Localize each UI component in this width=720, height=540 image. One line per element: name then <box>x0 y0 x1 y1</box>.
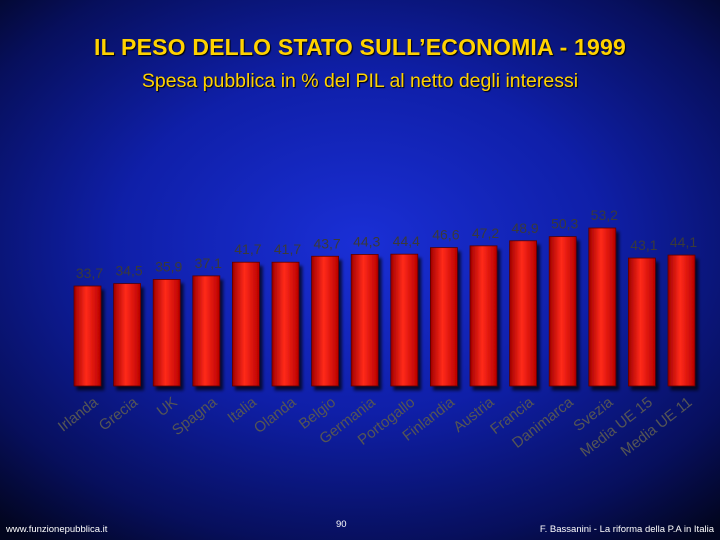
bar-finlandia <box>429 247 458 387</box>
bar-irlanda <box>73 285 102 387</box>
category-label: Olanda <box>251 393 300 437</box>
value-label: 37,1 <box>195 255 222 271</box>
bar-francia <box>509 240 538 387</box>
bar-olanda <box>271 261 300 387</box>
chart-title: IL PESO DELLO STATO SULL’ECONOMIA - 1999 <box>94 34 626 60</box>
value-label: 48,9 <box>511 220 538 236</box>
bar-grecia <box>113 283 141 387</box>
value-label: 34,5 <box>115 263 142 279</box>
bar-italia <box>231 261 260 387</box>
bar-media-ue-11 <box>667 254 696 387</box>
chart-subtitle: Spesa pubblica in % del PIL al netto deg… <box>141 70 579 92</box>
bar-media-ue-15 <box>628 257 656 387</box>
value-label: 44,4 <box>393 233 420 249</box>
value-label: 43,1 <box>630 237 657 253</box>
value-label: 44,3 <box>353 233 380 249</box>
bar-portogallo <box>390 253 419 387</box>
value-label: 53,2 <box>591 207 618 223</box>
bar-germania <box>350 254 379 387</box>
category-label: Irlanda <box>55 393 102 435</box>
category-label: Grecia <box>96 393 142 434</box>
value-labels-group: 33,7 34,5 35,9 37,1 41,7 41,7 43,7 44,3 44,4 46,6… <box>76 207 697 281</box>
bar-austria <box>469 245 498 387</box>
bar-danimarca <box>548 236 577 387</box>
category-label: Spagna <box>169 393 221 439</box>
value-label: 43,7 <box>313 235 340 251</box>
value-label: 35,9 <box>155 258 182 274</box>
bar-svezia <box>588 227 617 387</box>
value-label: 41,7 <box>274 241 301 257</box>
bar-spagna <box>192 275 221 387</box>
value-label: 41,7 <box>234 241 261 257</box>
value-label: 50,3 <box>551 216 578 232</box>
value-label: 47,2 <box>472 225 499 241</box>
value-label: 44,1 <box>670 234 697 250</box>
value-label: 33,7 <box>76 265 103 281</box>
bar-uk <box>152 279 181 387</box>
page-number: 90 <box>336 519 347 530</box>
bars-group <box>73 227 696 387</box>
value-label: 46,6 <box>432 227 459 243</box>
footer-credit: F. Bassanini - La riforma della P.A in I… <box>539 524 714 535</box>
footer-website: www.funzionepubblica.it <box>6 524 108 535</box>
bar-belgio <box>311 255 340 387</box>
category-label: UK <box>154 394 181 420</box>
